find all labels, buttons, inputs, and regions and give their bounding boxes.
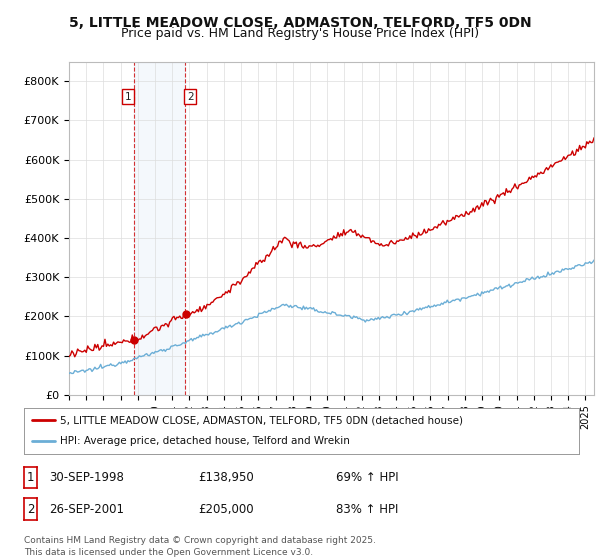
Text: £138,950: £138,950 [198,471,254,484]
Text: 30-SEP-1998: 30-SEP-1998 [49,471,124,484]
Text: Price paid vs. HM Land Registry's House Price Index (HPI): Price paid vs. HM Land Registry's House … [121,27,479,40]
Text: 69% ↑ HPI: 69% ↑ HPI [336,471,398,484]
Text: £205,000: £205,000 [198,502,254,516]
Text: 1: 1 [125,92,131,102]
Text: 5, LITTLE MEADOW CLOSE, ADMASTON, TELFORD, TF5 0DN (detached house): 5, LITTLE MEADOW CLOSE, ADMASTON, TELFOR… [60,415,463,425]
Text: 1: 1 [27,471,34,484]
Text: 2: 2 [27,502,34,516]
Text: 83% ↑ HPI: 83% ↑ HPI [336,502,398,516]
Bar [134,62,185,395]
Text: Contains HM Land Registry data © Crown copyright and database right 2025.
This d: Contains HM Land Registry data © Crown c… [24,536,376,557]
Text: 5, LITTLE MEADOW CLOSE, ADMASTON, TELFORD, TF5 0DN: 5, LITTLE MEADOW CLOSE, ADMASTON, TELFOR… [68,16,532,30]
Text: HPI: Average price, detached house, Telford and Wrekin: HPI: Average price, detached house, Telf… [60,436,350,446]
Text: 26-SEP-2001: 26-SEP-2001 [49,502,124,516]
Text: 2: 2 [187,92,194,102]
